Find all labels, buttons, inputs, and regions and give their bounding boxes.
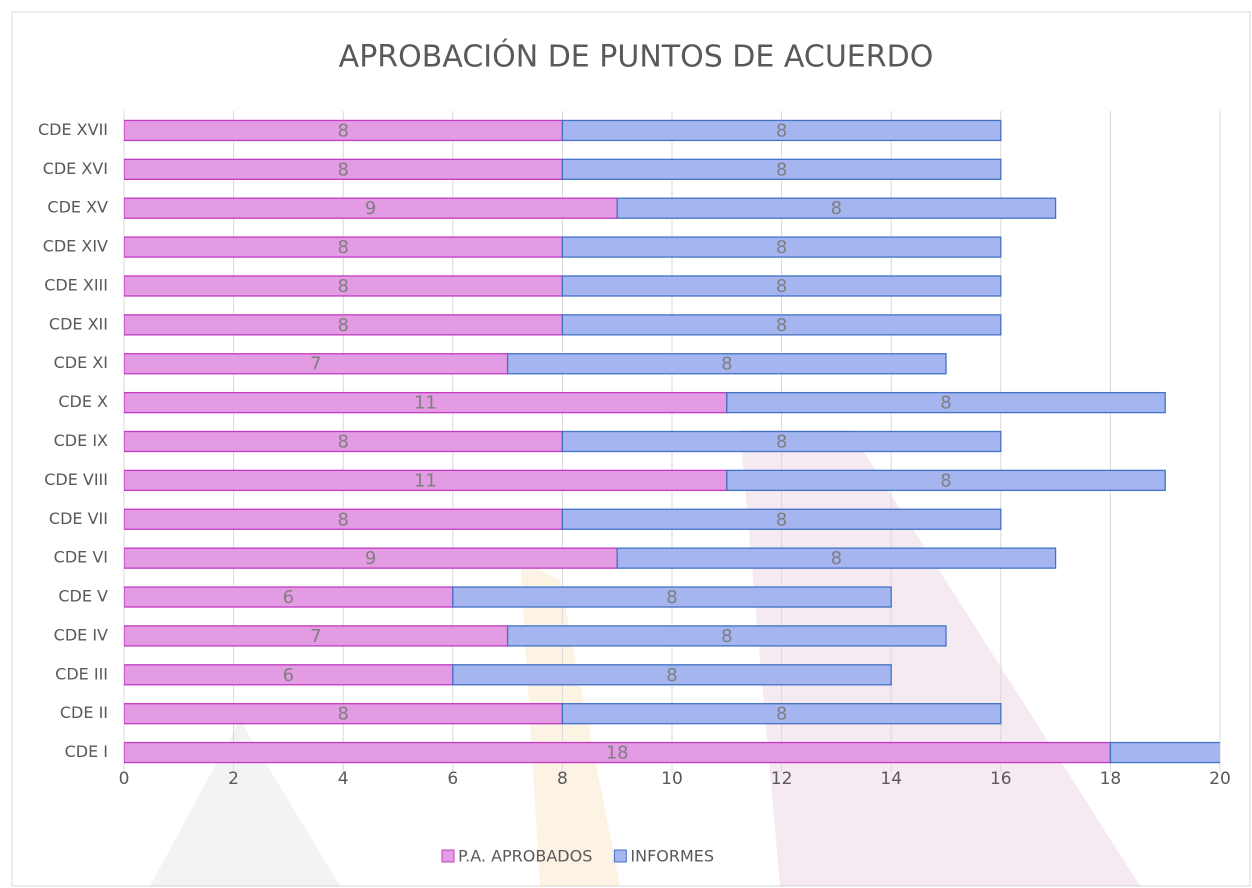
x-tick-label: 0 [119,769,130,789]
bar-segment [561,430,1002,453]
data-label: 8 [776,509,787,530]
y-tick-label: CDE VI [54,548,108,567]
bars [124,119,1220,764]
bar-segment [561,314,1002,336]
data-label: 6 [283,587,294,608]
y-tick-label: CDE XVII [38,120,108,139]
bar-segment [561,703,1002,725]
bar-segment [452,586,892,608]
x-tick-label: 12 [771,769,793,789]
legend-swatch [441,849,455,863]
y-tick-label: CDE IV [54,625,108,644]
y-tick-label: CDE XV [47,198,108,217]
x-tick-label: 16 [990,769,1012,789]
x-tick-label: 14 [880,769,902,789]
data-label: 8 [337,276,348,297]
data-label: 8 [666,587,677,608]
bar-segment [616,547,1057,569]
data-label: 8 [337,509,348,530]
data-label: 8 [337,432,348,453]
data-label: 8 [776,315,787,336]
data-label: 8 [337,237,348,258]
y-tick-label: CDE VII [49,509,108,528]
bar-segment [726,469,1166,492]
data-label: 11 [414,393,437,414]
data-label: 8 [831,198,842,219]
bar-segment [561,158,1002,180]
bar-segment [561,236,1002,258]
data-label: 8 [721,354,732,375]
bar-segment [616,197,1057,219]
y-tick-label: CDE I [65,742,108,761]
bar-segment [561,119,1002,142]
y-tick-label: CDE XIV [43,237,108,256]
data-label: 18 [606,743,629,764]
bar-segment [561,275,1002,297]
y-tick-label: CDE XVI [43,159,108,178]
data-label: 11 [414,470,437,491]
data-label: 8 [776,704,787,725]
data-label: 9 [365,548,376,569]
y-tick-label: CDE XII [49,314,108,333]
x-tick-label: 8 [557,769,568,789]
y-tick-label: CDE II [60,703,108,722]
data-label: 8 [940,470,951,491]
bar-segment [452,664,892,686]
data-label: 8 [776,120,787,141]
bar-segment [726,391,1166,414]
bar-segment [506,625,947,647]
y-tick-label: CDE III [55,664,108,683]
x-tick-label: 10 [661,769,683,789]
data-label: 8 [337,704,348,725]
data-label: 8 [337,120,348,141]
data-label: 8 [337,159,348,180]
y-tick-label: CDE VIII [44,470,108,489]
data-label: 8 [337,315,348,336]
bar-segment [1109,741,1220,764]
y-tick-label: CDE XI [54,353,108,372]
x-tick-label: 20 [1209,769,1231,789]
data-label: 8 [776,237,787,258]
x-tick-label: 2 [228,769,239,789]
data-label: 7 [310,354,321,375]
bar-segment [561,508,1002,530]
y-tick-label: CDE IX [54,431,108,450]
data-label: 6 [283,665,294,686]
data-label: 7 [310,626,321,647]
y-tick-label: CDE X [58,392,108,411]
y-tick-label: CDE V [58,587,108,606]
chart-title: APROBACIÓN DE PUNTOS DE ACUERDO [339,38,934,75]
data-label: 8 [776,276,787,297]
legend-label: P.A. APROBADOS [458,847,592,866]
data-label: 8 [776,432,787,453]
data-label: 8 [831,548,842,569]
x-tick-label: 4 [338,769,349,789]
x-tick-label: 6 [447,769,458,789]
legend-swatch [613,849,627,863]
data-label: 9 [365,198,376,219]
data-label: 8 [721,626,732,647]
data-label: 8 [940,393,951,414]
bar-segment [506,353,947,375]
x-tick-label: 18 [1100,769,1122,789]
data-label: 8 [776,159,787,180]
data-label: 8 [666,665,677,686]
legend-label: INFORMES [630,847,714,866]
y-tick-label: CDE XIII [44,275,108,294]
